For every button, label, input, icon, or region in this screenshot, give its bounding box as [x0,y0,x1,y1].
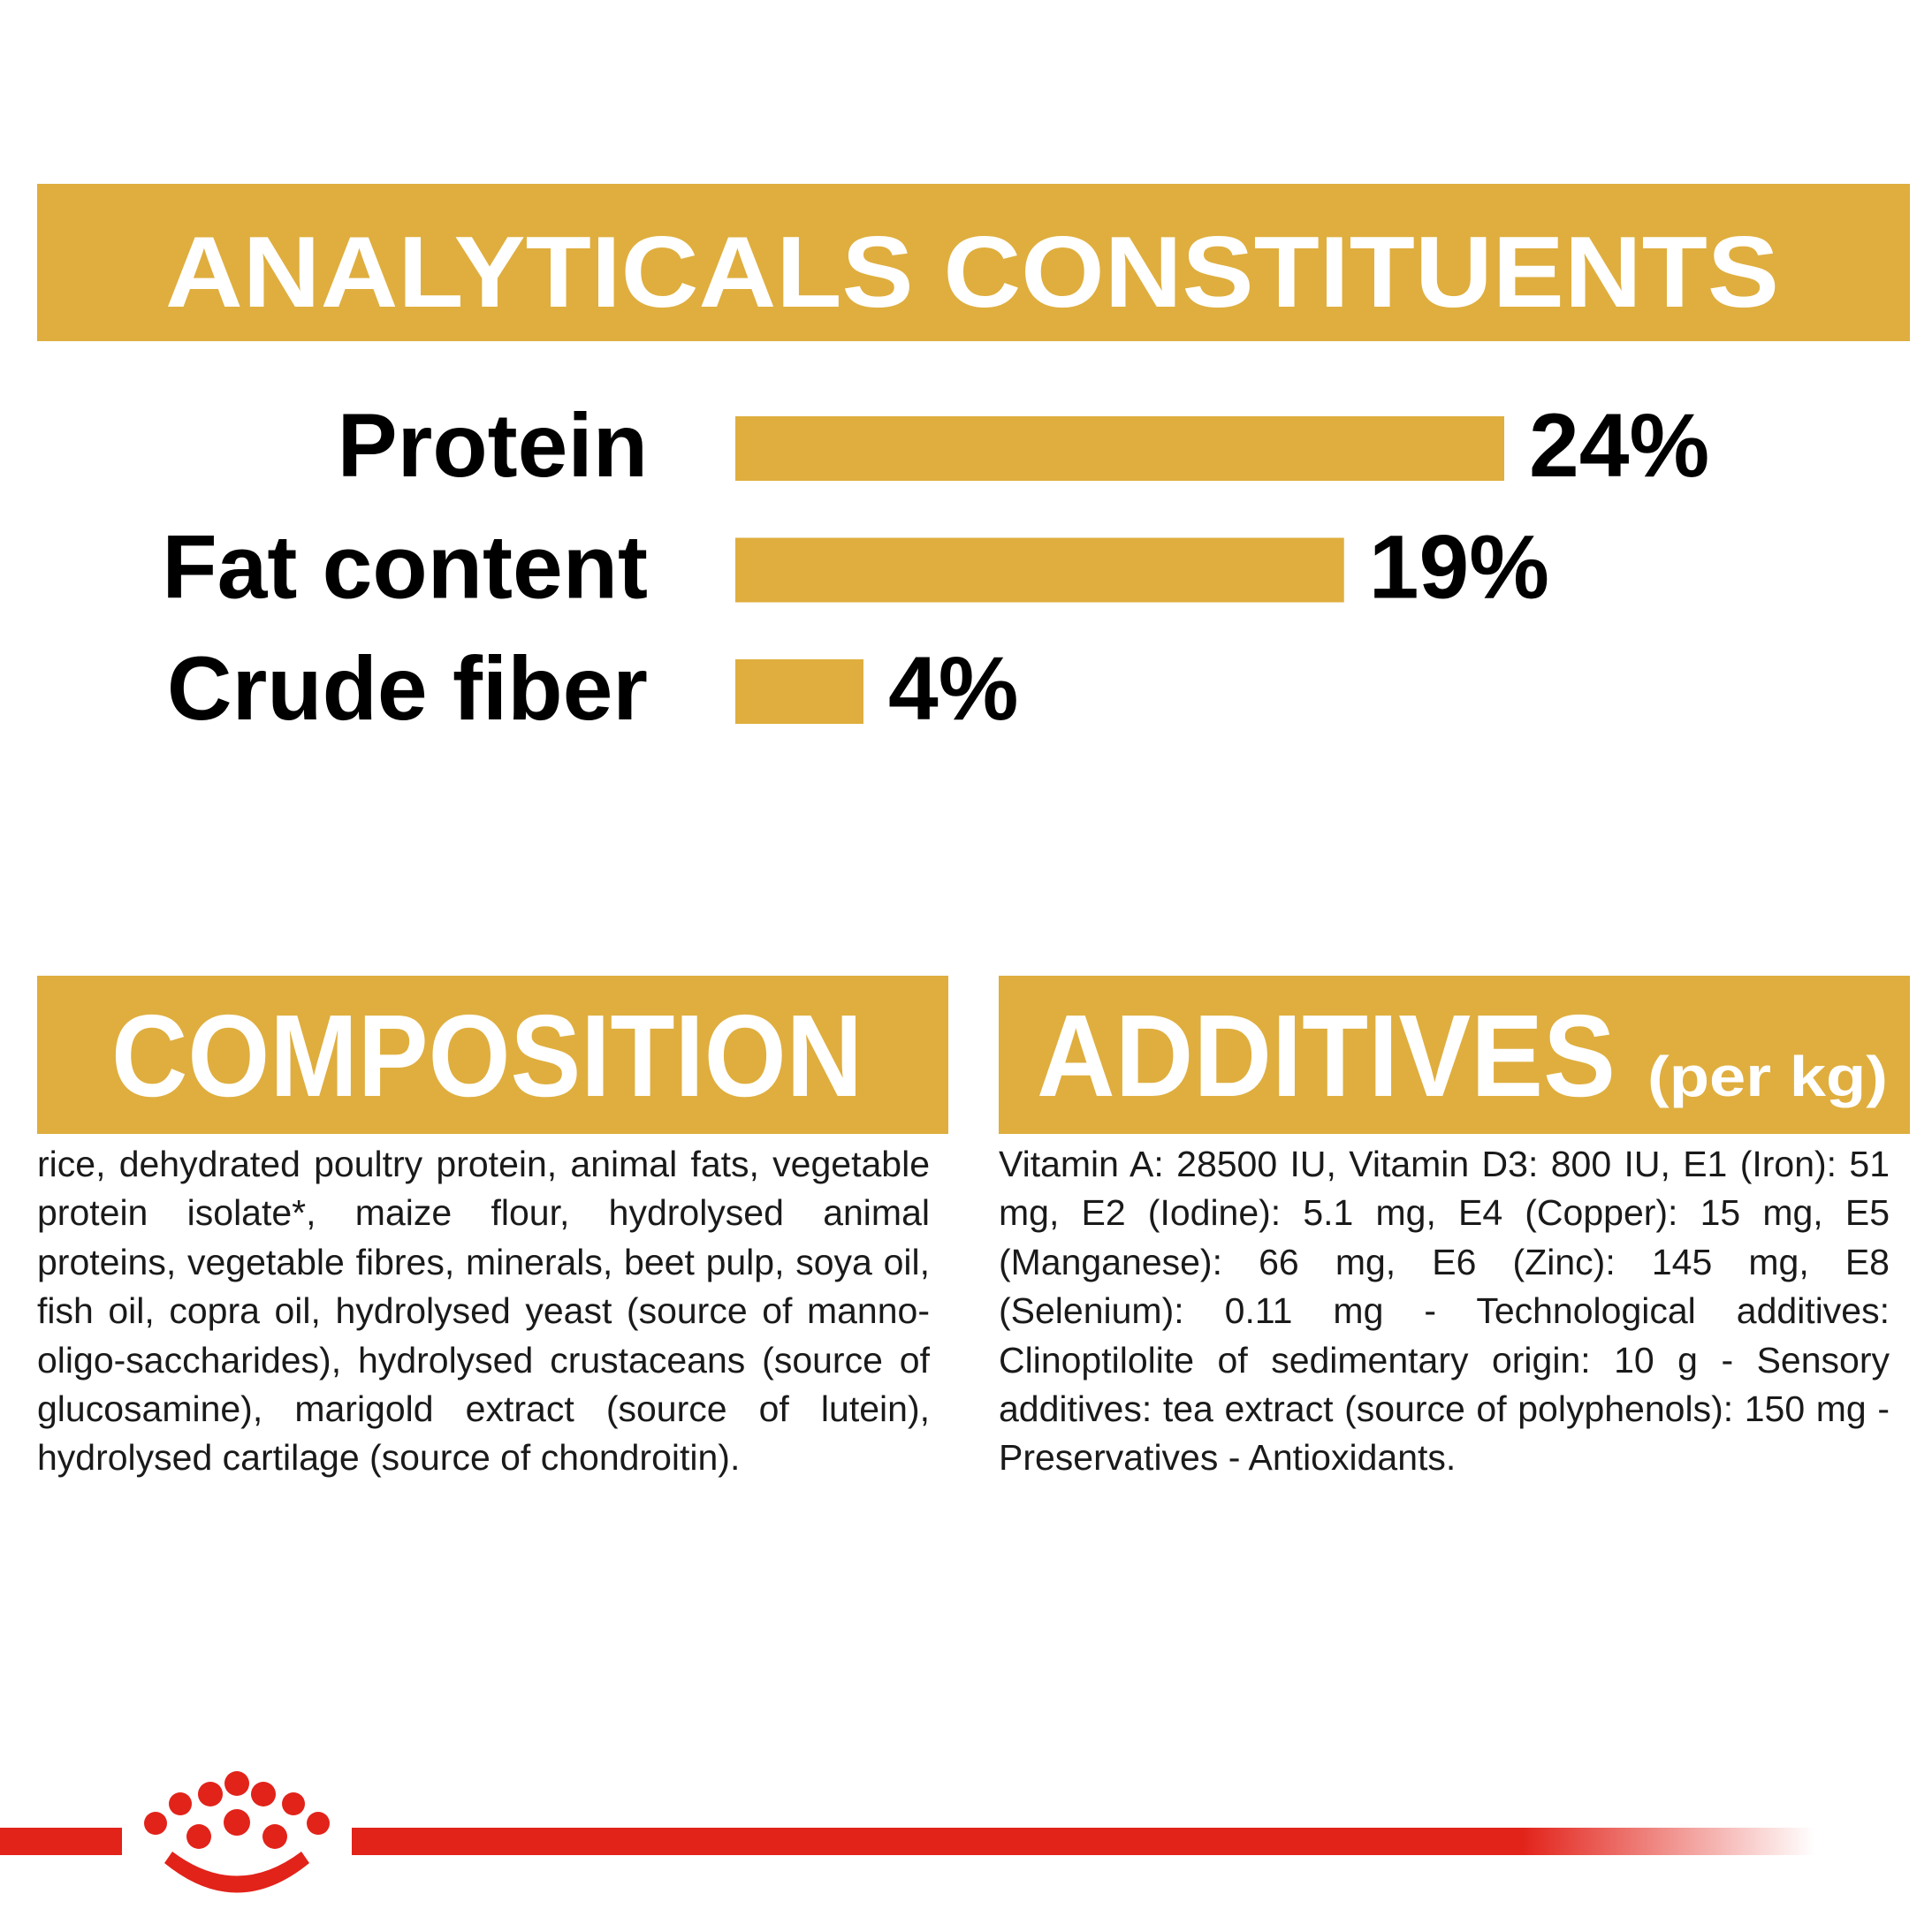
category-label: Protein [338,395,648,496]
brand-line [0,1828,122,1855]
additives-text: Vitamin A: 28500 IU, Vitamin D3: 800 IU,… [999,1144,1890,1479]
category-label: Fat content [162,517,648,618]
crown-logo [144,1771,330,1893]
bar [735,416,1504,481]
category-label: Crude fiber [167,638,648,739]
additives-subtitle: (per kg) [1647,1045,1888,1108]
bar [735,537,1344,603]
composition-title: COMPOSITION [111,991,863,1121]
composition-banner [37,976,948,1134]
bar [735,659,863,724]
value-label: 19% [1369,517,1549,618]
brand-line [352,1828,1814,1855]
chart-title: ANALYTICALS CONSTITUENTS [165,217,1779,329]
bar-chart: Protein 24% Fat content 19% Crude fiber 4% [162,395,1709,739]
composition-text: rice, dehydrated poultry protein, animal… [37,1144,930,1479]
additives-banner [999,976,1910,1134]
value-label: 24% [1529,395,1709,496]
value-label: 4% [888,638,1018,739]
additives-title: ADDITIVES [1037,991,1616,1121]
title-banner [37,184,1910,341]
